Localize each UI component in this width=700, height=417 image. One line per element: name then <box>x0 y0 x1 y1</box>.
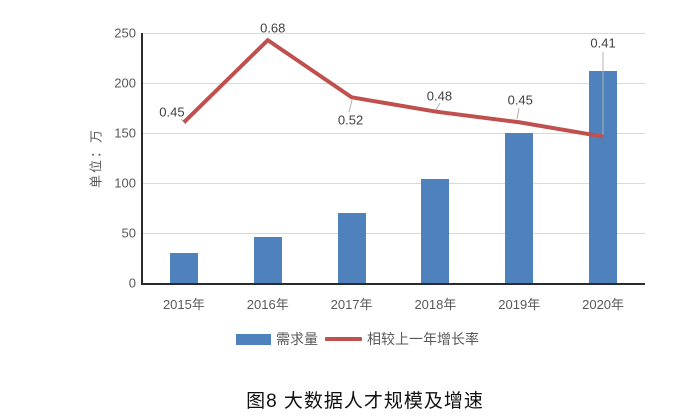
bar-2015年 <box>169 253 198 283</box>
gridline-150 <box>142 133 645 134</box>
bar-2019年 <box>505 133 534 283</box>
gridline-100 <box>142 183 645 184</box>
data-label-2018年: 0.48 <box>426 88 453 104</box>
bar-2017年 <box>337 213 366 283</box>
y-tick-label-150: 150 <box>114 125 136 141</box>
x-axis-line <box>141 283 645 285</box>
y-axis-line <box>141 33 143 285</box>
bar-2016年 <box>253 237 282 283</box>
y-tick-label-250: 250 <box>114 25 136 41</box>
leader-line-2018年 <box>435 102 441 111</box>
x-tick-label-2018年: 2018年 <box>414 297 457 312</box>
legend: 需求量 相较上一年增长率 <box>236 329 479 349</box>
y-tick-label-200: 200 <box>114 75 136 91</box>
leader-line-2017年 <box>348 99 353 113</box>
legend-line-label: 相较上一年增长率 <box>367 331 479 347</box>
leader-line-2019年 <box>516 107 520 120</box>
y-tick-label-100: 100 <box>114 175 136 191</box>
data-label-2016年: 0.68 <box>260 20 286 36</box>
x-tick-label-2017年: 2017年 <box>330 297 373 312</box>
legend-line-swatch <box>325 337 362 341</box>
data-label-2020年: 0.41 <box>590 35 616 51</box>
gridline-250 <box>142 33 645 34</box>
x-tick-label-2016年: 2016年 <box>246 297 289 312</box>
data-label-2019年: 0.45 <box>507 92 533 108</box>
bar-2020年 <box>589 71 618 283</box>
x-tick-label-2019年: 2019年 <box>498 297 541 312</box>
legend-bar-swatch <box>236 333 271 345</box>
legend-bar-label: 需求量 <box>276 331 318 347</box>
x-tick-label-2015年: 2015年 <box>162 297 205 312</box>
gridline-200 <box>142 83 645 84</box>
data-label-2015年: 0.45 <box>159 104 185 120</box>
y-tick-label-0: 0 <box>128 275 136 291</box>
bar-2018年 <box>421 179 450 283</box>
x-tick-label-2020年: 2020年 <box>582 297 625 312</box>
data-label-2017年: 0.52 <box>337 112 364 128</box>
y-tick-label-50: 50 <box>121 225 136 241</box>
figure-caption: 图8 大数据人才规模及增速 <box>246 391 484 412</box>
growth-rate-line <box>182 37 604 139</box>
gridline-50 <box>142 233 645 234</box>
